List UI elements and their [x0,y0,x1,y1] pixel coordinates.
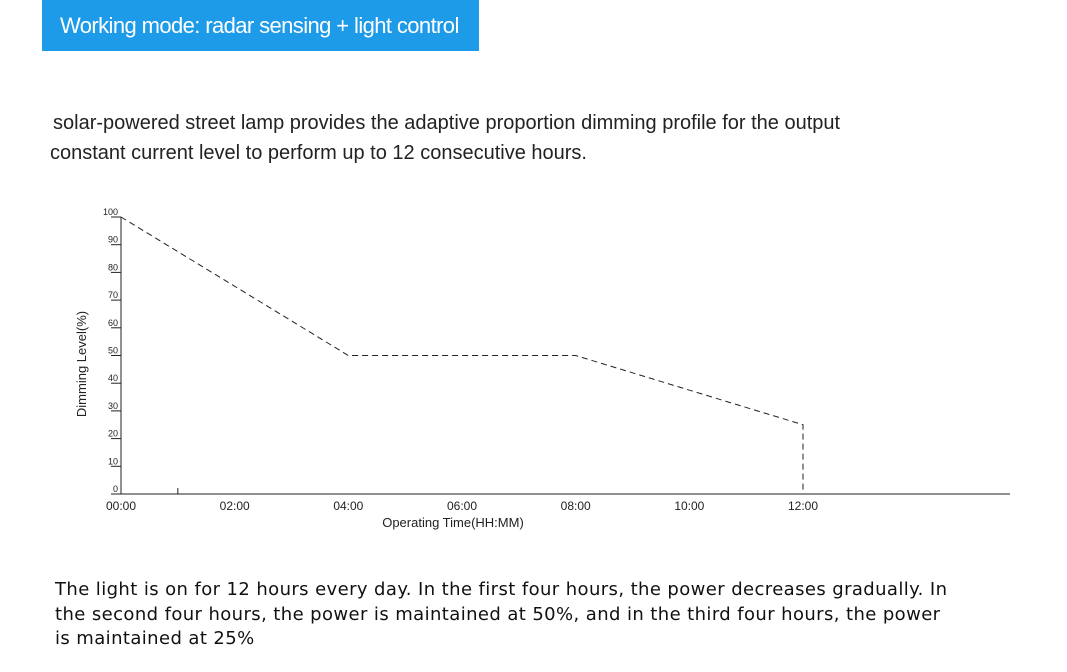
dimming-profile-chart: 0 10 20 30 40 50 60 70 80 90 100 00:00 02:00 04:00 06… [74,207,1010,530]
y-tick-label: 70 [108,290,118,300]
y-tick-label: 60 [108,318,118,328]
mode-banner: Working mode: radar sensing + light cont… [42,0,479,51]
x-tick-label: 06:00 [447,499,477,513]
summary-line-1: The light is on for 12 hours every day. … [55,579,948,600]
y-tick-label: 90 [108,235,118,245]
y-tick-label: 50 [108,346,118,356]
y-axis-label: Dimming Level(%) [74,311,89,417]
x-tick-label: 12:00 [788,499,818,513]
y-tick-label: 40 [108,373,118,383]
intro-paragraph: solar-powered street lamp provides the a… [50,108,950,168]
x-tick-label: 02:00 [220,499,250,513]
x-axis-label: Operating Time(HH:MM) [382,515,524,530]
y-tick-label: 0 [113,484,118,494]
series-group [120,216,804,494]
y-tick-label: 10 [108,456,118,466]
intro-line-1: solar-powered street lamp provides the a… [53,112,841,134]
x-tick-label: 00:00 [106,499,136,513]
x-tick-label: 10:00 [674,499,704,513]
summary-paragraph: The light is on for 12 hours every day. … [55,578,1055,652]
intro-line-2: constant current level to perform up to … [50,142,587,164]
y-tick-label: 20 [108,429,118,439]
x-axis: 00:00 02:00 04:00 06:00 08:00 10:00 12:00 [106,488,1010,513]
summary-line-2: the second four hours, the power is main… [55,603,941,625]
y-tick-label: 30 [108,401,118,411]
series-line-0 [120,216,804,494]
y-tick-label: 80 [108,262,118,272]
y-axis: 0 10 20 30 40 50 60 70 80 90 100 [103,207,122,495]
x-tick-label: 08:00 [561,499,591,513]
x-tick-label: 04:00 [333,499,363,513]
y-tick-label: 100 [103,207,118,217]
mode-banner-title: Working mode: radar sensing + light cont… [60,13,459,38]
summary-line-3: is maintained at 25% [55,628,255,649]
